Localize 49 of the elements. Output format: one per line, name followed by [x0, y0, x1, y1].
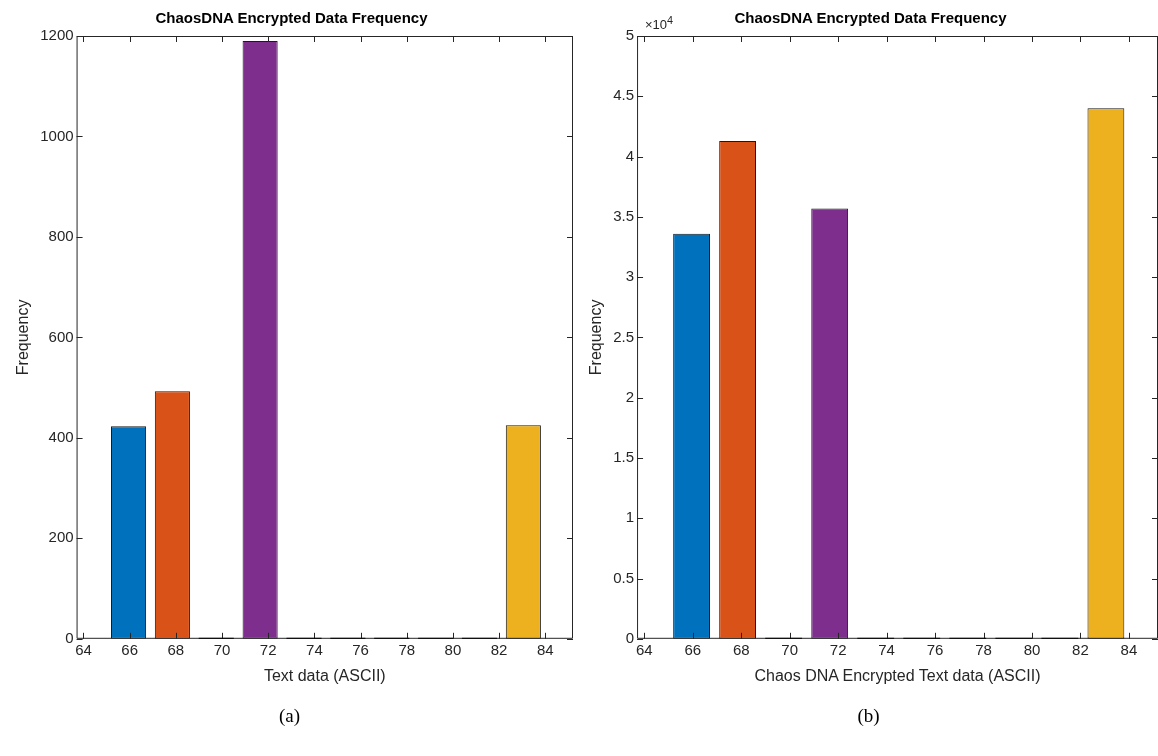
x-tick-label: 70	[781, 640, 799, 658]
y-tick-label: 400	[48, 428, 74, 446]
text: (a)	[277, 705, 302, 727]
y-tick-label: 800	[48, 227, 74, 245]
text: ×10$^{4}$	[645, 14, 674, 33]
x-axis-title: Chaos DNA Encrypted Text data (ASCII)	[754, 666, 1041, 684]
y-tick-label: 0	[65, 628, 74, 646]
y-tick-label: 0.5	[613, 568, 635, 586]
x-tick-label: 76	[926, 640, 944, 658]
y-tick-label: 3	[625, 267, 635, 285]
y-tick-label: 2	[625, 387, 635, 405]
x-tick-label: 82	[1072, 640, 1089, 658]
y-tick-label: 200	[48, 528, 74, 546]
y-tick-label: 2.5	[613, 327, 635, 345]
x-tick-label: 66	[121, 640, 139, 658]
y-tick-label: 4	[625, 146, 635, 164]
y-tick-label: 5	[625, 26, 635, 44]
y-tick-label: 1000	[40, 126, 74, 144]
x-tick-label: 72	[259, 640, 277, 658]
y-tick-label: 1200	[40, 26, 74, 44]
x-tick-label: 72	[829, 640, 847, 658]
x-tick-label: 84	[1120, 640, 1138, 658]
x-tick-label: 64	[635, 640, 653, 658]
x-tick-label: 74	[306, 640, 323, 658]
x-tick-label: 82	[490, 640, 508, 658]
chart-title: ChaosDNA Encrypted Data Frequency	[155, 9, 429, 27]
y-tick-label: 600	[48, 327, 74, 345]
x-tick-label: 70	[213, 640, 231, 658]
y-tick-label: 1.5	[613, 448, 635, 466]
y-tick-label: 4.5	[613, 86, 635, 104]
y-tick-label: 1	[625, 508, 635, 526]
x-tick-label: 68	[167, 640, 185, 658]
x-tick-label: 84	[536, 640, 554, 658]
y-axis-title: Frequency	[587, 299, 605, 376]
x-tick-label: 64	[75, 640, 92, 658]
x-tick-label: 76	[352, 640, 369, 658]
y-axis-title: Frequency	[14, 299, 32, 376]
x-tick-label: 66	[684, 640, 702, 658]
x-tick-label: 80	[1023, 640, 1041, 658]
y-tick-label: 3.5	[613, 206, 635, 224]
y-tick-label: 0	[625, 628, 635, 646]
x-tick-label: 80	[444, 640, 462, 658]
x-axis-title: Text data (ASCII)	[263, 666, 386, 684]
x-tick-label: 78	[975, 640, 992, 658]
x-tick-label: 78	[398, 640, 416, 658]
text: (b)	[856, 705, 881, 727]
chart-title: ChaosDNA Encrypted Data Frequency	[734, 9, 1008, 27]
x-tick-label: 74	[878, 640, 895, 658]
x-tick-label: 68	[732, 640, 750, 658]
